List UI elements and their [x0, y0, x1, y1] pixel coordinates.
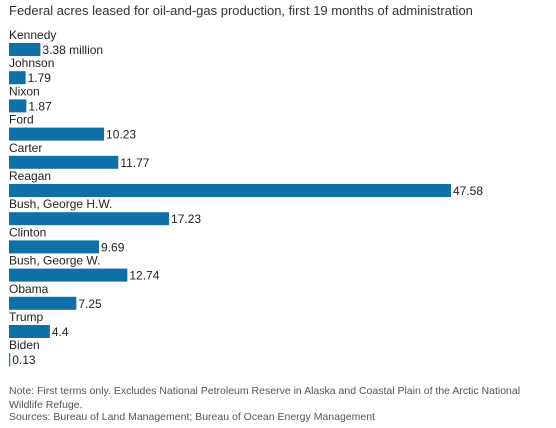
- category-label: Reagan: [9, 169, 51, 183]
- bar: [9, 184, 451, 197]
- value-label: 12.74: [129, 269, 159, 283]
- value-label: 3.38 million: [42, 43, 103, 57]
- bar: [9, 353, 11, 367]
- chart-source: Sources: Bureau of Land Management; Bure…: [9, 411, 375, 423]
- value-label: 17.23: [171, 212, 201, 226]
- value-label: 11.77: [120, 156, 149, 170]
- bar: [9, 71, 26, 85]
- bar: [9, 127, 105, 141]
- chart-title: Federal acres leased for oil-and-gas pro…: [9, 3, 473, 18]
- category-label: Carter: [9, 141, 42, 155]
- bar: [9, 43, 41, 56]
- category-label: Bush, George W.: [9, 254, 100, 268]
- value-label: 0.13: [12, 353, 36, 367]
- value-label: 47.58: [453, 184, 483, 198]
- category-label: Bush, George H.W.: [9, 197, 112, 211]
- category-label: Johnson: [9, 56, 54, 70]
- value-label: 7.25: [78, 297, 102, 311]
- value-label: 1.79: [28, 71, 52, 85]
- chart-note: Note: First terms only. Excludes Nationa…: [9, 385, 521, 411]
- bar: [9, 268, 128, 282]
- bar: [9, 155, 119, 169]
- value-label: 10.23: [106, 128, 136, 142]
- value-label: 4.4: [52, 325, 69, 339]
- bar: [9, 296, 77, 310]
- value-label: 9.69: [101, 240, 125, 254]
- bar: [9, 325, 50, 338]
- bar: [9, 240, 100, 254]
- bar: [9, 212, 170, 226]
- category-label: Kennedy: [9, 28, 56, 42]
- category-label: Obama: [9, 282, 49, 296]
- category-label: Clinton: [9, 225, 46, 239]
- category-label: Ford: [9, 113, 34, 127]
- value-label: 1.87: [28, 99, 52, 113]
- category-label: Biden: [9, 338, 40, 352]
- category-label: Nixon: [9, 84, 40, 98]
- category-label: Trump: [9, 310, 44, 324]
- bar: [9, 99, 27, 113]
